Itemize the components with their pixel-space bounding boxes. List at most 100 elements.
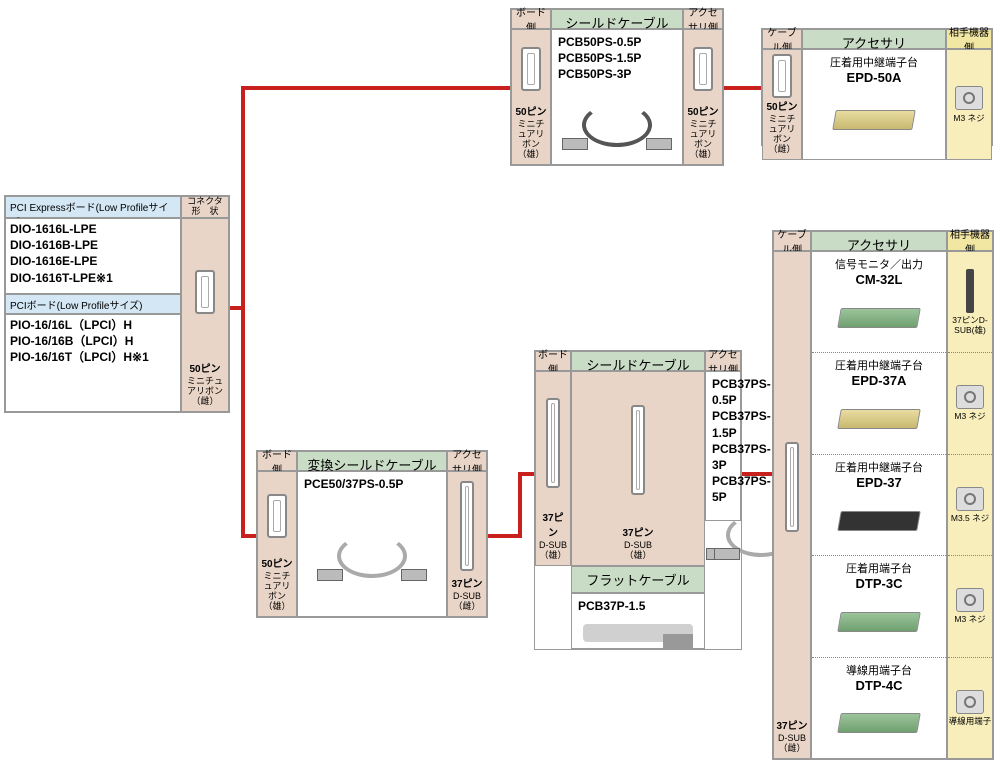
shield50-board-hdr: ボード側 bbox=[511, 9, 551, 29]
acc50-dev-hdr: 相手機器側 bbox=[946, 29, 992, 49]
src-conn-pin: 50ピン bbox=[184, 360, 226, 375]
shield37-board-hdr: ボード側 bbox=[535, 351, 571, 371]
convert-left-conn: 50ピン ミニチュアリボン （雄） bbox=[257, 471, 297, 617]
convert-title: 変換シールドケーブル bbox=[297, 451, 447, 471]
device-side-cell: M3 ネジ bbox=[948, 555, 992, 656]
screw-icon bbox=[956, 690, 984, 714]
source-box: PCI Expressボード(Low Profileサイズ) コネクタ 形 状 … bbox=[4, 195, 230, 413]
shield50-group: ボード側 シールドケーブル アクセサリ側 50ピン ミニチュアリボン （雄） P… bbox=[510, 8, 724, 166]
shield50-models: PCB50PS-0.5PPCB50PS-1.5PPCB50PS-3P bbox=[552, 30, 682, 87]
shield50-acc-hdr: アクセサリ側 bbox=[683, 9, 723, 29]
cable-model: PCB50PS-1.5P bbox=[558, 50, 676, 66]
connector-icon bbox=[195, 270, 215, 314]
terminal-icon bbox=[837, 409, 921, 429]
pciexpress-header: PCI Expressボード(Low Profileサイズ) bbox=[5, 196, 181, 218]
connector-icon bbox=[772, 54, 792, 98]
dsub-strip-icon bbox=[966, 269, 974, 313]
terminal-icon bbox=[837, 308, 921, 328]
convert-right-conn: 37ピン D-SUB （雌） bbox=[447, 471, 487, 617]
accessory-model: DTP-4C bbox=[856, 678, 903, 693]
convert-acc-hdr: アクセサリ側 bbox=[447, 451, 487, 471]
pciexpress-list: DIO-1616L-LPEDIO-1616B-LPEDIO-1616E-LPED… bbox=[5, 218, 181, 294]
screw-label: M3 ネジ bbox=[954, 412, 985, 421]
acc37-cable-hdr: ケーブル側 bbox=[773, 231, 811, 251]
cable-icon bbox=[706, 510, 740, 560]
screw-label: 37ピンD-SUB(雄) bbox=[948, 316, 992, 335]
shield37-group: ボード側 シールドケーブル アクセサリ側 37ピン D-SUB （雄） PCB3… bbox=[534, 350, 742, 650]
screw-label: M3.5 ネジ bbox=[951, 514, 989, 523]
pin-label: 50ピン bbox=[260, 555, 294, 570]
shield37-left-conn: 37ピン D-SUB （雄） bbox=[535, 371, 571, 566]
shield37-models: PCB37PS-0.5PPCB37PS-1.5PPCB37PS-3PPCB37P… bbox=[706, 372, 740, 510]
terminal-icon bbox=[837, 612, 921, 632]
terminal-icon bbox=[837, 511, 921, 531]
board-model: PIO-16/16B（LPCI）H bbox=[10, 333, 176, 349]
pin-label: 50ピン bbox=[765, 98, 799, 113]
shield37-acc-hdr: アクセサリ側 bbox=[705, 351, 741, 371]
pci-list: PIO-16/16L（LPCI）HPIO-16/16B（LPCI）HPIO-16… bbox=[5, 314, 181, 412]
board-model: PIO-16/16L（LPCI）H bbox=[10, 317, 176, 333]
device-side-cell: M3.5 ネジ bbox=[948, 454, 992, 555]
accessory-item: 圧着用端子台DTP-3C bbox=[812, 555, 946, 656]
cable-icon bbox=[562, 100, 672, 150]
acc50-body: 圧着用中継端子台 EPD-50A bbox=[802, 49, 946, 160]
cable-icon bbox=[317, 531, 427, 581]
accessory-model: EPD-37 bbox=[856, 475, 902, 490]
accessory-item: 導線用端子台DTP-4C bbox=[812, 657, 946, 758]
cable-model: PCB50PS-3P bbox=[558, 66, 676, 82]
screw-label: M3 ネジ bbox=[953, 114, 984, 123]
accessory-item: 圧着用中継端子台EPD-37 bbox=[812, 454, 946, 555]
accessory-model: EPD-37A bbox=[852, 373, 907, 388]
acc50-sub: 圧着用中継端子台 bbox=[830, 54, 918, 70]
acc50-title: アクセサリ bbox=[802, 29, 946, 49]
pin-sub: D-SUB （雌） bbox=[776, 734, 807, 754]
connector-shape-header: コネクタ 形 状 bbox=[181, 196, 229, 218]
pin-label: 37ピン bbox=[776, 717, 807, 732]
pin-sub: D-SUB （雌） bbox=[451, 592, 482, 612]
source-connector-cell: 50ピン ミニチュアリボン （雌） bbox=[181, 218, 229, 412]
acc50-cable-hdr: ケーブル側 bbox=[762, 29, 802, 49]
pin-label: 37ピン bbox=[622, 524, 653, 539]
shield37-title: シールドケーブル bbox=[571, 351, 705, 371]
device-side-cell: 導線用端子 bbox=[948, 657, 992, 758]
accessory-item: 信号モニタ／出力CM-32L bbox=[812, 252, 946, 352]
wire-37-v bbox=[518, 472, 522, 538]
acc50-model: EPD-50A bbox=[847, 70, 902, 85]
acc50-group: ケーブル側 アクセサリ 相手機器側 50ピン ミニチュアリボン （雌） 圧着用中… bbox=[761, 28, 993, 146]
pin-sub: D-SUB （雄） bbox=[538, 541, 568, 561]
acc37-group: ケーブル側 アクセサリ 相手機器側 37ピン D-SUB （雌） 信号モニタ／出… bbox=[772, 230, 994, 760]
wire-conv-37 bbox=[487, 534, 522, 538]
acc37-screws-col: 37ピンD-SUB(雄) M3 ネジ M3.5 ネジ M3 ネジ導線用端子 bbox=[947, 251, 993, 759]
accessory-model: DTP-3C bbox=[856, 576, 903, 591]
cable-model: PCB37PS-5P bbox=[712, 473, 734, 505]
pin-label: 50ピン bbox=[514, 103, 548, 118]
board-model: DIO-1616B-LPE bbox=[10, 237, 176, 253]
screw-icon bbox=[956, 385, 984, 409]
terminal-icon bbox=[832, 110, 916, 130]
cable-model: PCB37PS-1.5P bbox=[712, 408, 734, 440]
acc37-items-col: 信号モニタ／出力CM-32L 圧着用中継端子台 EPD-37A 圧着用中継端子台EPD… bbox=[811, 251, 947, 759]
acc37-title: アクセサリ bbox=[811, 231, 947, 251]
pin-sub: D-SUB （雄） bbox=[622, 541, 653, 561]
acc50-conn: 50ピン ミニチュアリボン （雌） bbox=[762, 49, 802, 160]
shield50-left-conn: 50ピン ミニチュアリボン （雄） bbox=[511, 29, 551, 165]
board-model: PIO-16/16T（LPCI）H※1 bbox=[10, 349, 176, 365]
flat-model: PCB37P-1.5 bbox=[572, 594, 704, 618]
screw-label: 導線用端子 bbox=[949, 717, 992, 726]
terminal-icon bbox=[837, 713, 921, 733]
dsub-icon bbox=[546, 398, 560, 488]
dsub-icon bbox=[785, 442, 799, 532]
acc37-dev-hdr: 相手機器側 bbox=[947, 231, 993, 251]
wire-to-conv bbox=[241, 534, 257, 538]
acc37-conn: 37ピン D-SUB （雌） bbox=[773, 251, 811, 759]
cable-model: PCB37PS-0.5P bbox=[712, 376, 734, 408]
convert-board-hdr: ボード側 bbox=[257, 451, 297, 471]
flat-cable-icon bbox=[583, 618, 693, 648]
acc50-screw: M3 ネジ bbox=[946, 49, 992, 160]
cable-model: PCB37PS-3P bbox=[712, 441, 734, 473]
pci-header: PCIボード(Low Profileサイズ) bbox=[5, 294, 181, 314]
device-side-cell: M3 ネジ bbox=[948, 352, 992, 453]
accessory-subtitle: 圧着用中継端子台 bbox=[835, 459, 923, 475]
shield50-body: PCB50PS-0.5PPCB50PS-1.5PPCB50PS-3P bbox=[551, 29, 683, 165]
pin-label: 50ピン bbox=[686, 103, 720, 118]
